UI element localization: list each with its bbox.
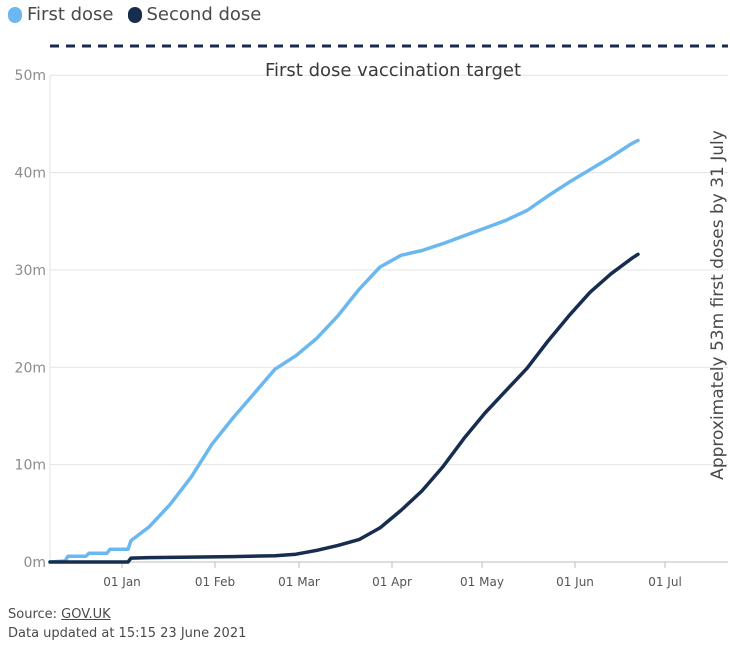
legend-swatch-first-dose — [8, 6, 22, 23]
x-tick-label: 01 Jan — [103, 575, 141, 589]
x-tick-label: 01 Jul — [648, 575, 682, 589]
chart-legend: First dose Second dose — [8, 4, 261, 25]
legend-label-first-dose: First dose — [27, 4, 114, 25]
x-tick-label: 01 Feb — [195, 575, 235, 589]
y-tick-label: 40m — [15, 166, 46, 182]
y-tick-label: 0m — [23, 555, 46, 571]
vaccination-line-chart: 0m 10m 20m 30m 40m 50m 01 Jan 01 Feb 01 Mar 01 A… — [15, 44, 728, 589]
x-tick-label: 01 Mar — [278, 575, 320, 589]
x-tick-label: 01 May — [460, 575, 504, 589]
y-tick-label: 50m — [15, 68, 46, 84]
series-line-second-dose[interactable] — [48, 252, 640, 564]
target-label: First dose vaccination target — [265, 60, 521, 81]
legend-swatch-second-dose — [127, 6, 142, 23]
series-line-first-dose[interactable] — [48, 138, 640, 564]
source-link[interactable]: GOV.UK — [61, 607, 111, 622]
y-axis: 0m 10m 20m 30m 40m 50m — [15, 68, 46, 571]
y-tick-label: 30m — [15, 263, 46, 279]
y-tick-label: 10m — [15, 458, 46, 474]
x-tick-label: 01 Apr — [372, 575, 412, 589]
x-axis: 01 Jan 01 Feb 01 Mar 01 Apr 01 May 01 Jun 01 J… — [103, 562, 682, 589]
legend-label-second-dose: Second dose — [146, 4, 262, 25]
source-line: Source: GOV.UK — [8, 605, 246, 624]
side-annotation: Approximately 53m first doses by 31 July — [708, 130, 728, 480]
chart-footer: Source: GOV.UK Data updated at 15:15 23 … — [8, 605, 246, 643]
y-tick-label: 20m — [15, 360, 46, 376]
legend-item-second-dose[interactable]: Second dose — [127, 4, 262, 25]
source-prefix: Source: — [8, 607, 62, 622]
chart-grid — [49, 74, 728, 563]
chart-series — [48, 138, 640, 564]
updated-line: Data updated at 15:15 23 June 2021 — [8, 626, 247, 641]
x-tick-label: 01 Jun — [556, 575, 594, 589]
legend-item-first-dose[interactable]: First dose — [8, 4, 114, 25]
